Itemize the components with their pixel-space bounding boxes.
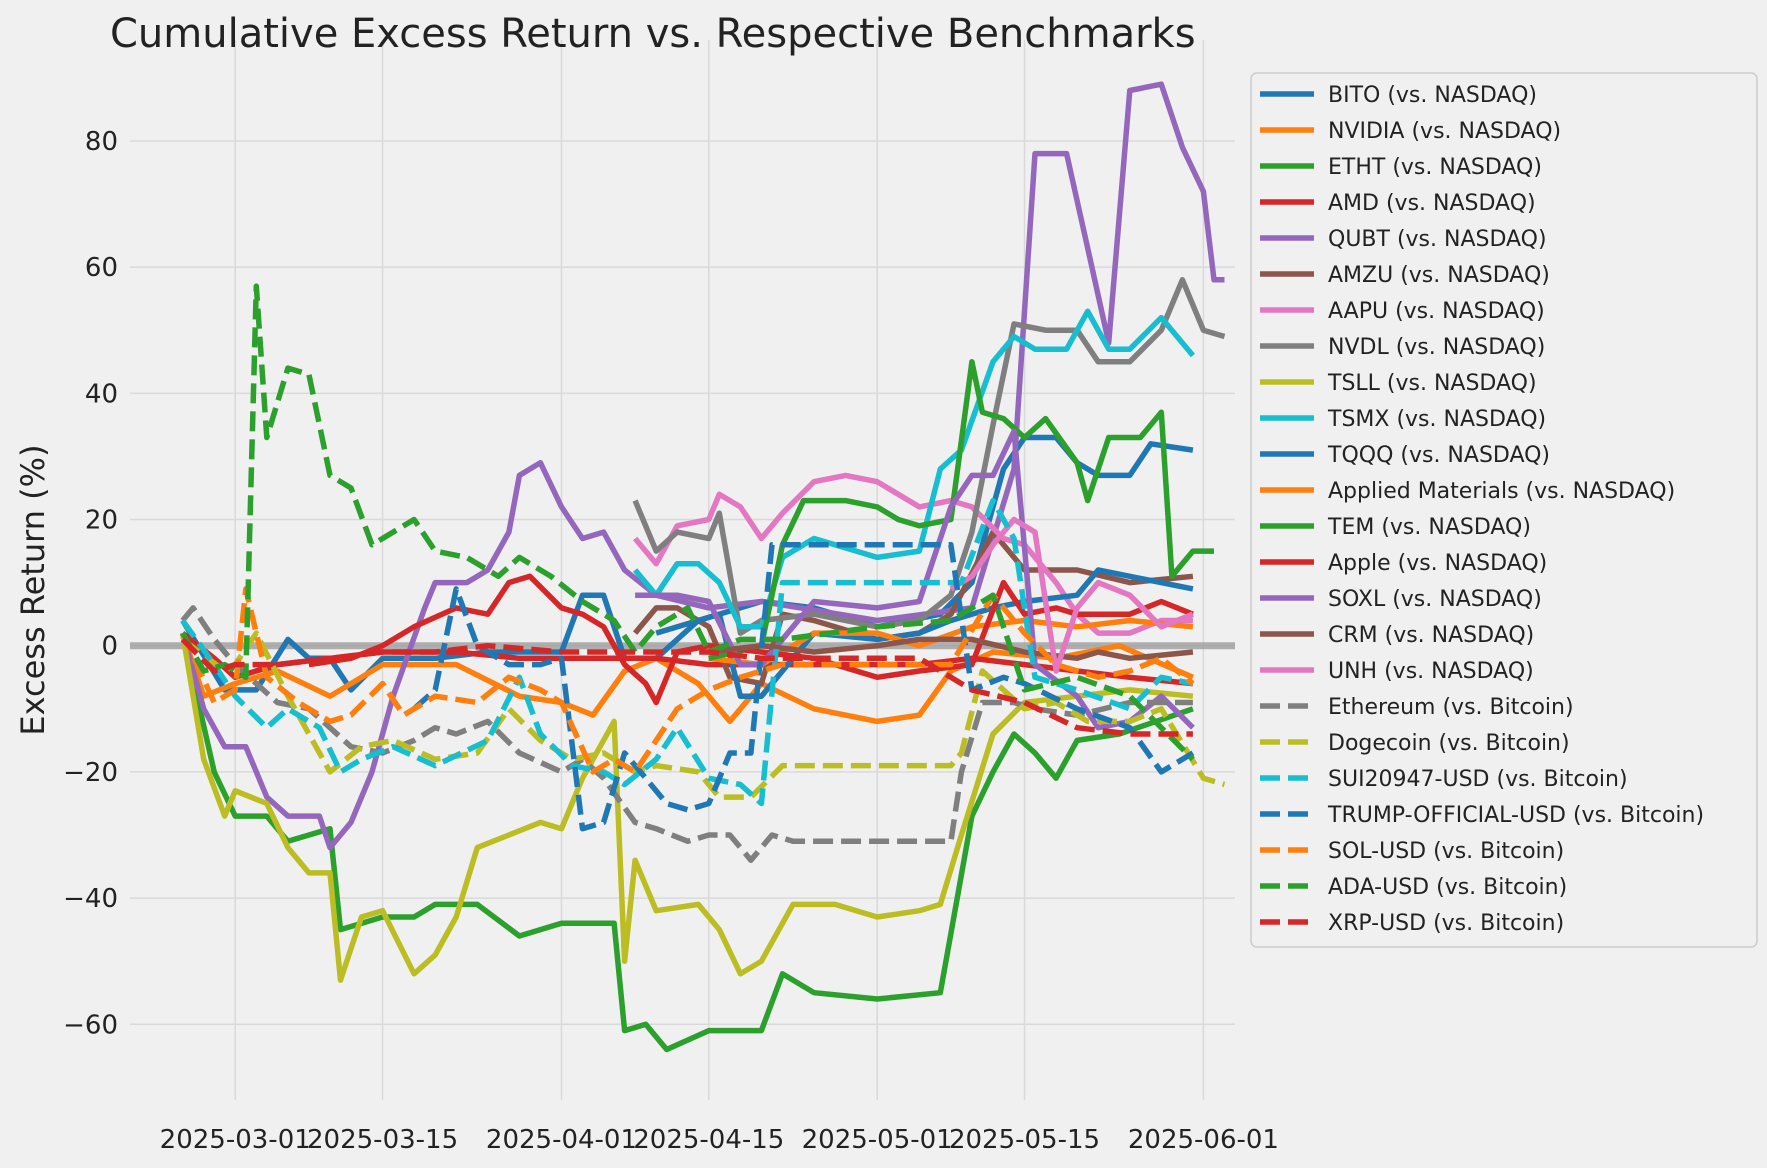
- chart-title: Cumulative Excess Return vs. Respective …: [110, 11, 1196, 57]
- legend-label: Dogecoin (vs. Bitcoin): [1328, 731, 1570, 756]
- series-line-21: [412, 542, 1195, 832]
- legend: BITO (vs. NASDAQ) NVIDIA (vs. NASDAQ) ETHT…: [1250, 72, 1758, 948]
- x-tick-label: 2025-06-01: [1128, 1125, 1279, 1155]
- legend-label: XRP-USD (vs. Bitcoin): [1328, 911, 1564, 936]
- series-layer: [179, 81, 1226, 1053]
- legend-label: ETHT (vs. NASDAQ): [1328, 155, 1542, 180]
- x-tick-label: 2025-04-15: [633, 1125, 784, 1155]
- legend-label: CRM (vs. NASDAQ): [1328, 623, 1534, 648]
- legend-label: BITO (vs. NASDAQ): [1328, 83, 1537, 108]
- legend-label: AMD (vs. NASDAQ): [1328, 191, 1536, 216]
- legend-label: QUBT (vs. NASDAQ): [1328, 227, 1547, 252]
- y-tick-label: −40: [63, 884, 118, 914]
- series-line-8: [632, 277, 1226, 636]
- x-tick-label: 2025-03-15: [307, 1125, 458, 1155]
- series-line-24: [180, 637, 1193, 737]
- y-tick-label: −20: [63, 758, 118, 788]
- legend-label: Applied Materials (vs. NASDAQ): [1328, 479, 1675, 504]
- series-line-17: [949, 516, 1194, 674]
- series-line-22: [180, 586, 1195, 775]
- y-tick-label: 40: [85, 379, 118, 409]
- series-line-10: [632, 308, 1196, 630]
- series-line-20: [180, 497, 1194, 807]
- series-line-15: [635, 428, 1195, 731]
- legend-label: SOXL (vs. NASDAQ): [1328, 587, 1542, 612]
- legend-box: [1250, 72, 1758, 948]
- legend-label: TRUMP-OFFICIAL-USD (vs. Bitcoin): [1327, 803, 1704, 828]
- legend-label: NVDL (vs. NASDAQ): [1328, 335, 1545, 360]
- legend-label: ADA-USD (vs. Bitcoin): [1328, 875, 1567, 900]
- legend-label: SOL-USD (vs. Bitcoin): [1328, 839, 1564, 864]
- series-line-16: [708, 636, 1194, 662]
- legend-label: UNH (vs. NASDAQ): [1328, 659, 1534, 684]
- y-tick-label: 80: [85, 127, 118, 157]
- series-line-13: [708, 359, 1214, 661]
- y-axis-label: Excess Return (%): [14, 444, 52, 735]
- legend-label: SUI20947-USD (vs. Bitcoin): [1328, 767, 1628, 792]
- series-line-14: [308, 573, 1194, 706]
- x-tick-label: 2025-03-01: [160, 1125, 311, 1155]
- y-axis-ticks: −60 −40 −20 0 20 40 60 80: [63, 127, 118, 1040]
- x-tick-label: 2025-05-15: [949, 1125, 1100, 1155]
- series-line-5: [179, 81, 1225, 851]
- legend-label: TEM (vs. NASDAQ): [1327, 515, 1531, 540]
- legend-label: AAPU (vs. NASDAQ): [1328, 299, 1545, 324]
- x-tick-label: 2025-04-01: [486, 1125, 637, 1155]
- legend-label: TQQQ (vs. NASDAQ): [1327, 443, 1550, 468]
- legend-label: TSMX (vs. NASDAQ): [1327, 407, 1546, 432]
- legend-label: Ethereum (vs. Bitcoin): [1328, 695, 1574, 720]
- series-line-23: [180, 283, 1195, 762]
- y-tick-label: 60: [85, 253, 118, 283]
- legend-label: TSLL (vs. NASDAQ): [1327, 371, 1537, 396]
- series-line-9: [179, 632, 1194, 983]
- y-tick-label: 0: [101, 632, 118, 662]
- legend-label: AMZU (vs. NASDAQ): [1328, 263, 1550, 288]
- x-tick-label: 2025-05-01: [802, 1125, 953, 1155]
- legend-label: Apple (vs. NASDAQ): [1328, 551, 1547, 576]
- series-line-19: [180, 630, 1226, 800]
- legend-label: NVIDIA (vs. NASDAQ): [1328, 119, 1561, 144]
- y-tick-label: 20: [85, 506, 118, 536]
- y-tick-label: −60: [63, 1010, 118, 1040]
